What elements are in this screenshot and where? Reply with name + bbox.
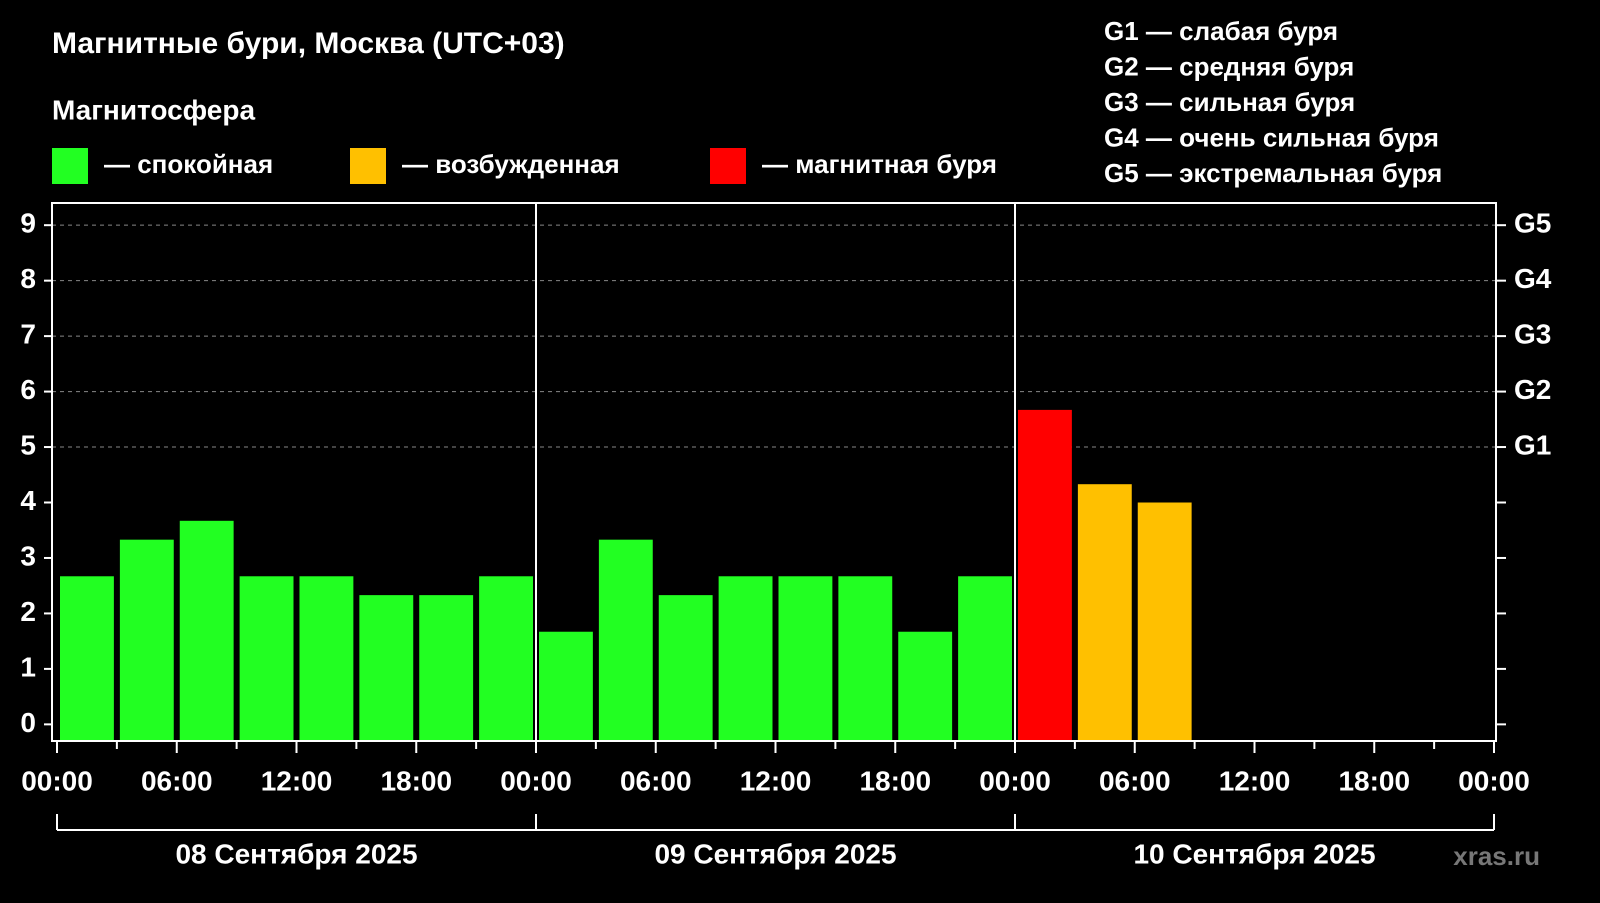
x-tick-label: 12:00: [740, 765, 812, 796]
x-tick-label: 06:00: [620, 765, 692, 796]
bar: [1137, 502, 1192, 741]
y2-tick-label: G2: [1514, 374, 1551, 405]
x-tick-label: 18:00: [859, 765, 931, 796]
bar: [898, 631, 953, 741]
y2-tick-label: G3: [1514, 319, 1551, 350]
legend-swatch: [52, 148, 88, 184]
legend-label: — спокойная: [104, 149, 273, 179]
y-tick-label: 7: [20, 319, 36, 350]
note: G3 — сильная буря: [1104, 87, 1355, 117]
period-label: 08 Сентября 2025: [175, 838, 417, 869]
y-tick-label: 8: [20, 263, 36, 294]
y-tick-label: 0: [20, 707, 36, 738]
x-tick-label: 12:00: [261, 765, 333, 796]
y2-tick-label: G1: [1514, 429, 1551, 460]
bar: [778, 576, 833, 741]
period-label: 09 Сентября 2025: [654, 838, 896, 869]
chart-title: Магнитные бури, Москва (UTC+03): [52, 27, 565, 60]
bar: [479, 576, 533, 741]
bar: [658, 595, 713, 741]
legend-label: — возбужденная: [402, 149, 620, 179]
watermark: xras.ru: [1453, 841, 1540, 871]
note: G5 — экстремальная буря: [1104, 158, 1442, 188]
bar: [419, 595, 474, 741]
bar: [1018, 409, 1072, 741]
y-tick-label: 5: [20, 429, 36, 460]
note: G1 — слабая буря: [1104, 16, 1338, 46]
y-tick-label: 6: [20, 374, 36, 405]
x-tick-label: 00:00: [1458, 765, 1530, 796]
x-tick-label: 12:00: [1219, 765, 1291, 796]
x-tick-label: 06:00: [1099, 765, 1171, 796]
bar: [958, 576, 1012, 741]
y2-tick-label: G4: [1514, 263, 1552, 294]
y-tick-label: 9: [20, 208, 36, 239]
y-tick-label: 1: [20, 651, 36, 682]
bar: [60, 576, 114, 741]
y-tick-label: 3: [20, 540, 36, 571]
x-tick-label: 06:00: [141, 765, 213, 796]
legend-swatch: [350, 148, 386, 184]
legend-label: — магнитная буря: [762, 149, 997, 179]
note: G4 — очень сильная буря: [1104, 122, 1439, 152]
x-tick-label: 00:00: [21, 765, 93, 796]
bar: [299, 576, 354, 741]
bar: [179, 520, 234, 741]
x-tick-label: 18:00: [1338, 765, 1410, 796]
x-tick-label: 00:00: [979, 765, 1051, 796]
bar: [598, 539, 653, 741]
bar: [718, 576, 773, 741]
y-tick-label: 2: [20, 596, 36, 627]
legend-swatch: [710, 148, 746, 184]
bar: [239, 576, 294, 741]
bar: [359, 595, 414, 741]
bar: [838, 576, 893, 741]
note: G2 — средняя буря: [1104, 51, 1354, 81]
y2-tick-label: G5: [1514, 208, 1551, 239]
period-label: 10 Сентября 2025: [1133, 838, 1375, 869]
x-tick-label: 00:00: [500, 765, 572, 796]
bar: [539, 631, 593, 741]
y-tick-label: 4: [20, 485, 36, 516]
subtitle: Магнитосфера: [52, 94, 255, 125]
bar: [119, 539, 174, 741]
plot-frame: [51, 202, 1497, 742]
x-tick-label: 18:00: [380, 765, 452, 796]
bar: [1077, 484, 1132, 741]
